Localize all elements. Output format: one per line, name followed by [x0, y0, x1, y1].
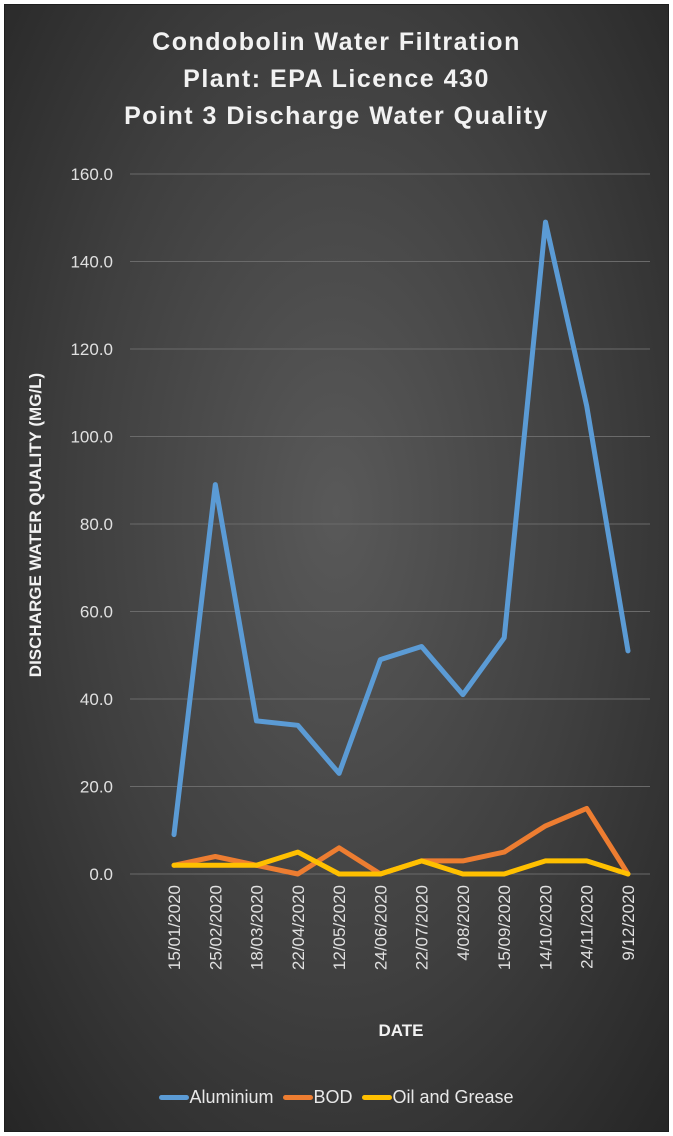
legend-item: BOD — [283, 1087, 352, 1108]
y-tick-label: 60.0 — [80, 603, 113, 622]
legend-label: Aluminium — [189, 1086, 274, 1107]
y-tick-label: 20.0 — [80, 778, 113, 797]
legend-label: BOD — [313, 1086, 353, 1107]
y-tick-label: 120.0 — [70, 340, 113, 359]
y-tick-label: 0.0 — [89, 865, 113, 884]
chart-title-line-3: Point 3 Discharge Water Quality — [124, 102, 549, 130]
x-axis-label: DATE — [378, 1021, 423, 1040]
x-tick-labels: 15/01/2020 25/02/2020 18/03/2020 22/04/2020… — [165, 885, 638, 970]
series-line-aluminium — [171, 219, 631, 838]
series-lines — [171, 219, 631, 877]
legend-item: Oil and Grease — [362, 1086, 514, 1108]
y-tick-label: 140.0 — [70, 253, 113, 272]
y-tick-label: 160.0 — [70, 165, 113, 184]
x-tick-label: 24/11/2020 — [578, 885, 597, 969]
series-line-oil-and-grease — [171, 849, 631, 877]
x-tick-label: 22/04/2020 — [289, 885, 308, 970]
x-tick-label: 25/02/2020 — [206, 885, 225, 970]
chart-title-line-1: Condobolin Water Filtration — [152, 28, 521, 56]
x-tick-label: 24/06/2020 — [371, 885, 390, 970]
y-axis-label: DISCHARGE WATER QUALITY (MG/L) — [26, 373, 45, 677]
x-tick-label: 15/01/2020 — [165, 885, 184, 970]
chart-title: Condobolin Water Filtration Plant: EPA L… — [0, 24, 673, 135]
x-tick-label: 4/08/2020 — [454, 885, 473, 961]
x-tick-label: 18/03/2020 — [248, 885, 267, 970]
x-tick-label: 15/09/2020 — [495, 885, 514, 970]
y-tick-label: 40.0 — [80, 690, 113, 709]
chart-title-line-2: Plant: EPA Licence 430 — [183, 65, 490, 93]
x-tick-label: 14/10/2020 — [536, 885, 555, 970]
y-tick-label: 80.0 — [80, 515, 113, 534]
x-tick-label: 9/12/2020 — [619, 885, 638, 961]
y-tick-labels: 0.0 20.0 40.0 60.0 80.0 100.0 120.0 140.0 160.0 — [70, 165, 113, 884]
legend-swatch — [362, 1094, 393, 1100]
gridlines — [130, 173, 650, 875]
x-tick-label: 22/07/2020 — [413, 885, 432, 970]
y-tick-label: 100.0 — [70, 428, 113, 447]
legend: Aluminium BOD Oil and Grease — [0, 1082, 673, 1112]
legend-swatch — [283, 1094, 314, 1100]
legend-item: Aluminium — [159, 1087, 273, 1108]
x-tick-label: 12/05/2020 — [330, 885, 349, 970]
legend-label: Oil and Grease — [392, 1086, 514, 1107]
chart-area — [4, 4, 669, 1132]
legend-swatch — [159, 1094, 190, 1100]
